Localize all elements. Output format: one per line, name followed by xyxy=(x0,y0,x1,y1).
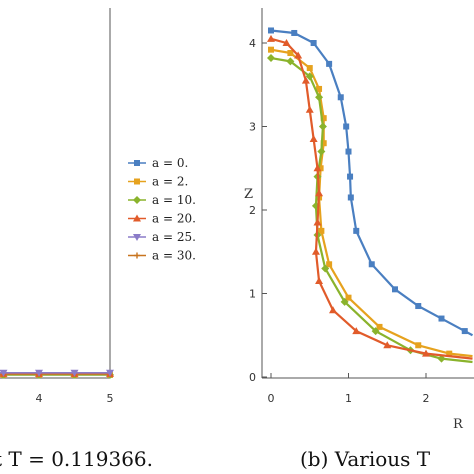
right-panel-ticks: 0 1 2 0 1 2 3 4 xyxy=(249,37,430,405)
right-series-point xyxy=(329,306,337,314)
right-series-point xyxy=(317,165,324,172)
right-series-point xyxy=(446,350,453,357)
right-series-point xyxy=(311,247,320,255)
right-series-point xyxy=(315,276,324,284)
right-panel: 0 1 2 0 1 2 3 4 Z R xyxy=(244,8,474,432)
legend-item: a = 2. xyxy=(128,175,188,189)
right-series-point xyxy=(437,354,446,363)
right-series-point xyxy=(286,57,295,66)
right-series-point xyxy=(267,34,275,42)
right-series-point xyxy=(347,194,354,201)
caption-right: (b) Various T xyxy=(300,447,431,471)
right-series-point xyxy=(345,148,352,155)
right-series-point xyxy=(345,294,352,301)
legend-swatch-marker xyxy=(133,196,141,204)
right-series-point xyxy=(318,227,325,234)
right-series-point xyxy=(326,60,333,67)
right-series-point xyxy=(306,65,313,72)
right-series-point xyxy=(383,341,392,349)
right-y-tick-label: 4 xyxy=(249,37,256,50)
legend: a = 0. a = 2. a = 10. a = 20. a = 25. a = 30. xyxy=(128,156,196,263)
right-series-point xyxy=(337,94,344,101)
right-series-point xyxy=(313,164,322,172)
legend-label: a = 10. xyxy=(152,193,196,207)
right-series-point xyxy=(268,46,274,53)
right-series-point xyxy=(438,315,445,322)
right-series-point xyxy=(301,76,310,84)
right-series-point xyxy=(392,286,398,293)
legend-label: a = 2. xyxy=(152,175,188,189)
right-panel-ylabel: Z xyxy=(244,187,253,202)
right-series-point xyxy=(415,342,422,349)
legend-label: a = 30. xyxy=(152,249,196,263)
right-series-point xyxy=(347,173,354,180)
left-x-tick-label: 5 xyxy=(107,392,114,405)
right-series-point xyxy=(294,51,303,59)
right-x-tick-label: 0 xyxy=(268,392,275,405)
legend-swatch-marker xyxy=(133,214,141,222)
right-y-tick-label: 3 xyxy=(249,121,256,134)
right-series-point xyxy=(371,327,380,336)
right-series-point xyxy=(287,50,294,57)
legend-item: a = 25. xyxy=(128,230,196,244)
legend-label: a = 0. xyxy=(152,156,188,170)
left-series-point xyxy=(0,369,8,377)
legend-item: a = 30. xyxy=(128,249,196,263)
right-series-point xyxy=(321,264,330,273)
right-x-tick-label: 1 xyxy=(345,392,352,405)
right-series-point xyxy=(318,122,327,131)
left-panel-series xyxy=(0,369,114,379)
right-y-tick-label: 0 xyxy=(249,371,256,384)
legend-item: a = 10. xyxy=(128,193,196,207)
right-series-point xyxy=(368,261,375,268)
right-x-tick-label: 2 xyxy=(423,392,430,405)
legend-swatch-marker xyxy=(133,234,141,241)
right-series-point xyxy=(352,327,361,335)
right-series-point xyxy=(422,349,430,357)
legend-swatch-marker xyxy=(134,160,140,166)
right-series-point xyxy=(343,123,350,130)
right-series-point xyxy=(313,218,322,226)
right-y-tick-label: 1 xyxy=(249,288,256,301)
right-series-line xyxy=(270,37,473,360)
right-series-point xyxy=(340,297,349,306)
legend-swatch-marker xyxy=(134,252,140,259)
legend-item: a = 0. xyxy=(128,156,188,170)
right-panel-series xyxy=(267,27,474,364)
legend-swatch-marker xyxy=(134,178,140,185)
left-series-point xyxy=(106,369,114,377)
right-series-point xyxy=(291,29,298,36)
left-x-tick-label: 4 xyxy=(36,392,43,405)
right-series-point xyxy=(317,147,326,156)
right-series-point xyxy=(376,323,383,330)
right-series-point xyxy=(310,40,317,46)
right-series-point xyxy=(461,328,468,335)
left-series-point xyxy=(70,369,79,377)
legend-label: a = 25. xyxy=(152,230,196,244)
right-series-point xyxy=(320,115,327,122)
right-series-line xyxy=(270,29,474,337)
right-series-point xyxy=(320,140,327,147)
caption-left: t T = 0.119366. xyxy=(0,447,153,471)
right-series-point xyxy=(415,303,422,310)
right-panel-xlabel: R xyxy=(453,417,464,432)
right-series-line xyxy=(270,48,473,358)
legend-item: a = 20. xyxy=(128,212,196,226)
right-series-point xyxy=(315,93,324,102)
right-series-point xyxy=(315,189,324,197)
right-series-point xyxy=(282,39,291,46)
right-series-point xyxy=(267,54,275,63)
right-series-point xyxy=(268,27,274,34)
right-series-point xyxy=(305,72,314,81)
right-series-point xyxy=(309,135,318,143)
right-series-point xyxy=(316,85,323,92)
right-y-tick-label: 2 xyxy=(249,204,256,217)
left-series-point xyxy=(35,369,43,377)
right-series-point xyxy=(326,261,333,268)
right-series-point xyxy=(353,227,360,234)
right-series-point xyxy=(305,105,314,113)
legend-label: a = 20. xyxy=(152,212,196,226)
